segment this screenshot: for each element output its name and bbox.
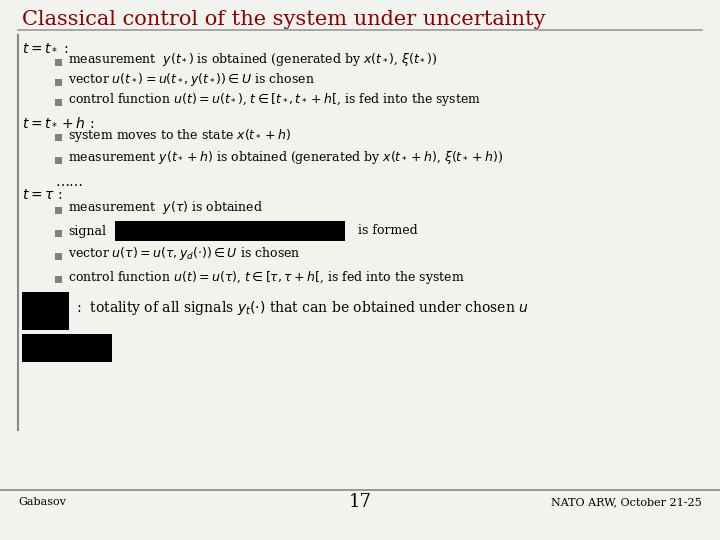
Text: system moves to the state $x(t_*+h)$: system moves to the state $x(t_*+h)$ bbox=[68, 126, 291, 144]
Text: control function $u(t) = u(\tau)$, $t \in [\tau, \tau+h[$, is fed into the syste: control function $u(t) = u(\tau)$, $t \i… bbox=[68, 268, 464, 286]
Text: signal: signal bbox=[68, 225, 106, 238]
Text: vector $u(t_*) = u(t_*,y(t_*)) \in U$ is chosen: vector $u(t_*) = u(t_*,y(t_*)) \in U$ is… bbox=[68, 71, 315, 89]
Text: vector $u(\tau) = u(\tau, y_d(\cdot)) \in U$ is chosen: vector $u(\tau) = u(\tau, y_d(\cdot)) \i… bbox=[68, 246, 300, 262]
Text: $t = \tau$ :: $t = \tau$ : bbox=[22, 188, 63, 202]
Bar bbox=[22, 292, 69, 330]
Text: measurement  $y(t_*)$ is obtained (generated by $x(t_*)$, $\xi(t_*)$): measurement $y(t_*)$ is obtained (genera… bbox=[68, 51, 437, 69]
Text: :  totality of all signals $y_t(\cdot)$ that can be obtained under chosen $u$: : totality of all signals $y_t(\cdot)$ t… bbox=[76, 299, 528, 317]
Bar bbox=[22, 334, 112, 362]
Text: measurement  $y(\tau)$ is obtained: measurement $y(\tau)$ is obtained bbox=[68, 199, 263, 217]
Bar bbox=[55, 157, 62, 164]
Bar bbox=[55, 207, 62, 214]
Bar bbox=[55, 253, 62, 260]
Text: control function $u(t) = u(t_*)$, $t \in [t_*,t_*+h[$, is fed into the system: control function $u(t) = u(t_*)$, $t \in… bbox=[68, 91, 481, 109]
Text: $\ldots\ldots$: $\ldots\ldots$ bbox=[55, 175, 84, 189]
Bar bbox=[55, 59, 62, 66]
Text: measurement $y(t_*+h)$ is obtained (generated by $x(t_*+h)$, $\xi(t_*+h)$): measurement $y(t_*+h)$ is obtained (gene… bbox=[68, 150, 503, 166]
Text: 17: 17 bbox=[348, 493, 372, 511]
Text: Gabasov: Gabasov bbox=[18, 497, 66, 507]
Bar bbox=[115, 221, 345, 241]
Bar bbox=[55, 134, 62, 141]
Bar bbox=[55, 276, 62, 283]
Text: NATO ARW, October 21-25: NATO ARW, October 21-25 bbox=[552, 497, 702, 507]
Text: is formed: is formed bbox=[350, 225, 418, 238]
Text: $t = t_*+h$ :: $t = t_*+h$ : bbox=[22, 115, 94, 129]
Bar bbox=[55, 99, 62, 106]
Bar bbox=[55, 230, 62, 237]
Text: $t = t_*$ :: $t = t_*$ : bbox=[22, 40, 68, 54]
Text: Classical control of the system under uncertainty: Classical control of the system under un… bbox=[22, 10, 546, 29]
Bar bbox=[55, 79, 62, 86]
